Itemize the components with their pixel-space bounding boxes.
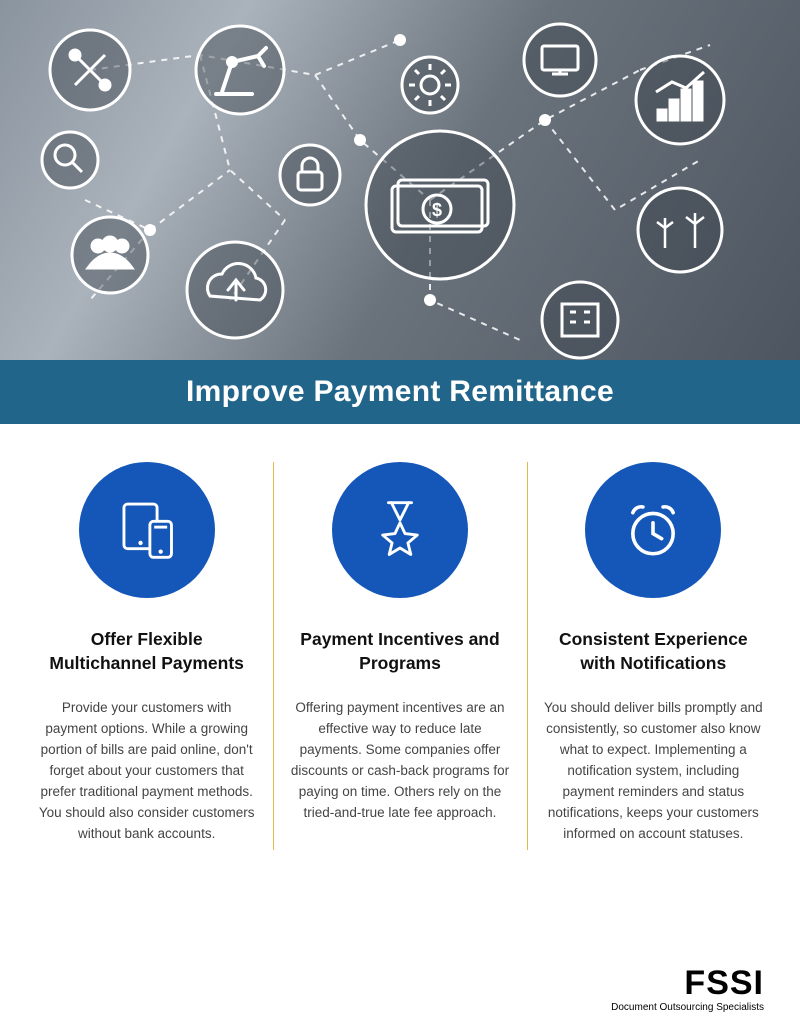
page-title: Improve Payment Remittance [186, 375, 614, 409]
column-body: Offering payment incentives are an effec… [289, 698, 510, 824]
column-body: You should deliver bills promptly and co… [543, 698, 764, 844]
column-body: Provide your customers with payment opti… [36, 698, 257, 844]
brand-name: FSSI [611, 966, 764, 1000]
hero-network-svg: $ [0, 0, 800, 360]
brand-tagline: Document Outsourcing Specialists [611, 1002, 764, 1013]
column-incentives: Payment Incentives and Programs Offering… [273, 462, 526, 844]
title-bar: Improve Payment Remittance [0, 360, 800, 424]
hero-image: $ [0, 0, 800, 360]
column-heading: Payment Incentives and Programs [289, 628, 510, 676]
alarm-clock-icon [585, 462, 721, 598]
devices-icon [79, 462, 215, 598]
medal-star-icon [332, 462, 468, 598]
page: $ [0, 0, 800, 1035]
columns-container: Offer Flexible Multichannel Payments Pro… [0, 424, 800, 854]
svg-text:$: $ [432, 200, 442, 220]
column-heading: Offer Flexible Multichannel Payments [36, 628, 257, 676]
column-heading: Consistent Experience with Notifications [543, 628, 764, 676]
footer-logo: FSSI Document Outsourcing Specialists [611, 966, 764, 1013]
column-flexible-payments: Offer Flexible Multichannel Payments Pro… [20, 462, 273, 844]
column-notifications: Consistent Experience with Notifications… [527, 462, 780, 844]
